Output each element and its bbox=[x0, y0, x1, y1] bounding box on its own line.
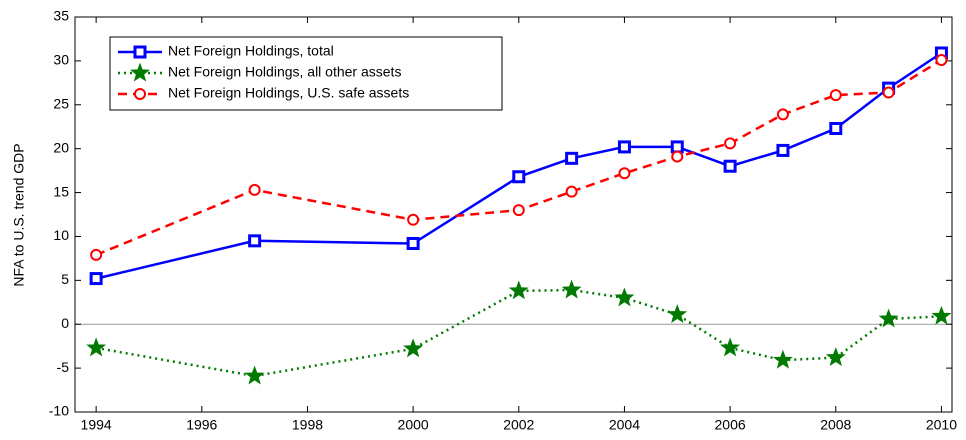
x-tick-label: 1994 bbox=[81, 417, 112, 433]
marker bbox=[133, 45, 147, 59]
legend-label: Net Foreign Holdings, all other assets bbox=[168, 64, 401, 80]
marker bbox=[561, 279, 582, 299]
y-tick-label: 5 bbox=[61, 271, 69, 287]
x-tick-label: 1998 bbox=[292, 417, 323, 433]
legend-label: Net Foreign Holdings, total bbox=[168, 43, 334, 59]
y-tick-label: 25 bbox=[53, 95, 69, 111]
marker bbox=[776, 108, 789, 121]
y-tick-label: 30 bbox=[53, 52, 69, 68]
marker bbox=[878, 308, 899, 328]
marker bbox=[667, 304, 688, 323]
x-tick-label: 2004 bbox=[609, 417, 640, 433]
marker bbox=[86, 337, 107, 357]
marker bbox=[134, 88, 146, 100]
marker bbox=[720, 337, 741, 357]
marker bbox=[614, 287, 635, 307]
x-tick-label: 2006 bbox=[715, 417, 746, 433]
y-axis-label: NFA to U.S. trend GDP bbox=[11, 143, 27, 286]
y-tick-label: 35 bbox=[53, 8, 69, 24]
marker bbox=[776, 143, 790, 157]
y-tick-label: 20 bbox=[53, 139, 69, 155]
marker bbox=[403, 338, 424, 358]
marker bbox=[248, 234, 262, 248]
marker bbox=[512, 170, 526, 184]
x-tick-label: 2002 bbox=[503, 417, 534, 433]
marker bbox=[935, 54, 948, 67]
plot-frame bbox=[74, 16, 953, 413]
x-tick-label: 2010 bbox=[926, 417, 957, 433]
marker bbox=[931, 305, 952, 325]
marker bbox=[407, 213, 420, 226]
marker bbox=[512, 204, 525, 217]
y-tick-label: -5 bbox=[57, 359, 70, 375]
marker bbox=[90, 248, 103, 261]
y-tick-label: -10 bbox=[49, 403, 69, 419]
marker bbox=[565, 151, 579, 165]
y-tick-label: 10 bbox=[53, 227, 69, 243]
marker bbox=[670, 140, 684, 154]
series-line bbox=[95, 288, 942, 378]
marker bbox=[671, 150, 684, 163]
legend-box bbox=[109, 36, 503, 111]
y-tick-label: 0 bbox=[61, 315, 69, 331]
marker bbox=[724, 137, 737, 150]
series-line bbox=[95, 51, 943, 280]
marker bbox=[723, 159, 737, 173]
marker bbox=[406, 236, 420, 250]
marker bbox=[508, 280, 529, 300]
y-tick-label: 15 bbox=[53, 183, 69, 199]
marker bbox=[130, 62, 150, 82]
marker bbox=[882, 86, 895, 99]
legend: Net Foreign Holdings, total Net Foreign H… bbox=[109, 36, 503, 111]
series-line bbox=[95, 58, 943, 257]
x-tick-label: 2008 bbox=[820, 417, 851, 433]
marker bbox=[89, 272, 103, 286]
marker bbox=[618, 167, 631, 180]
marker bbox=[617, 140, 631, 154]
legend-label: Net Foreign Holdings, U.S. safe assets bbox=[168, 85, 409, 101]
marker bbox=[829, 89, 842, 102]
x-tick-label: 1996 bbox=[186, 417, 217, 433]
marker bbox=[565, 185, 578, 198]
x-tick-label: 2000 bbox=[398, 417, 429, 433]
marker bbox=[773, 349, 793, 369]
marker bbox=[248, 183, 261, 196]
marker bbox=[825, 347, 846, 367]
marker bbox=[829, 121, 843, 135]
marker bbox=[244, 365, 265, 385]
